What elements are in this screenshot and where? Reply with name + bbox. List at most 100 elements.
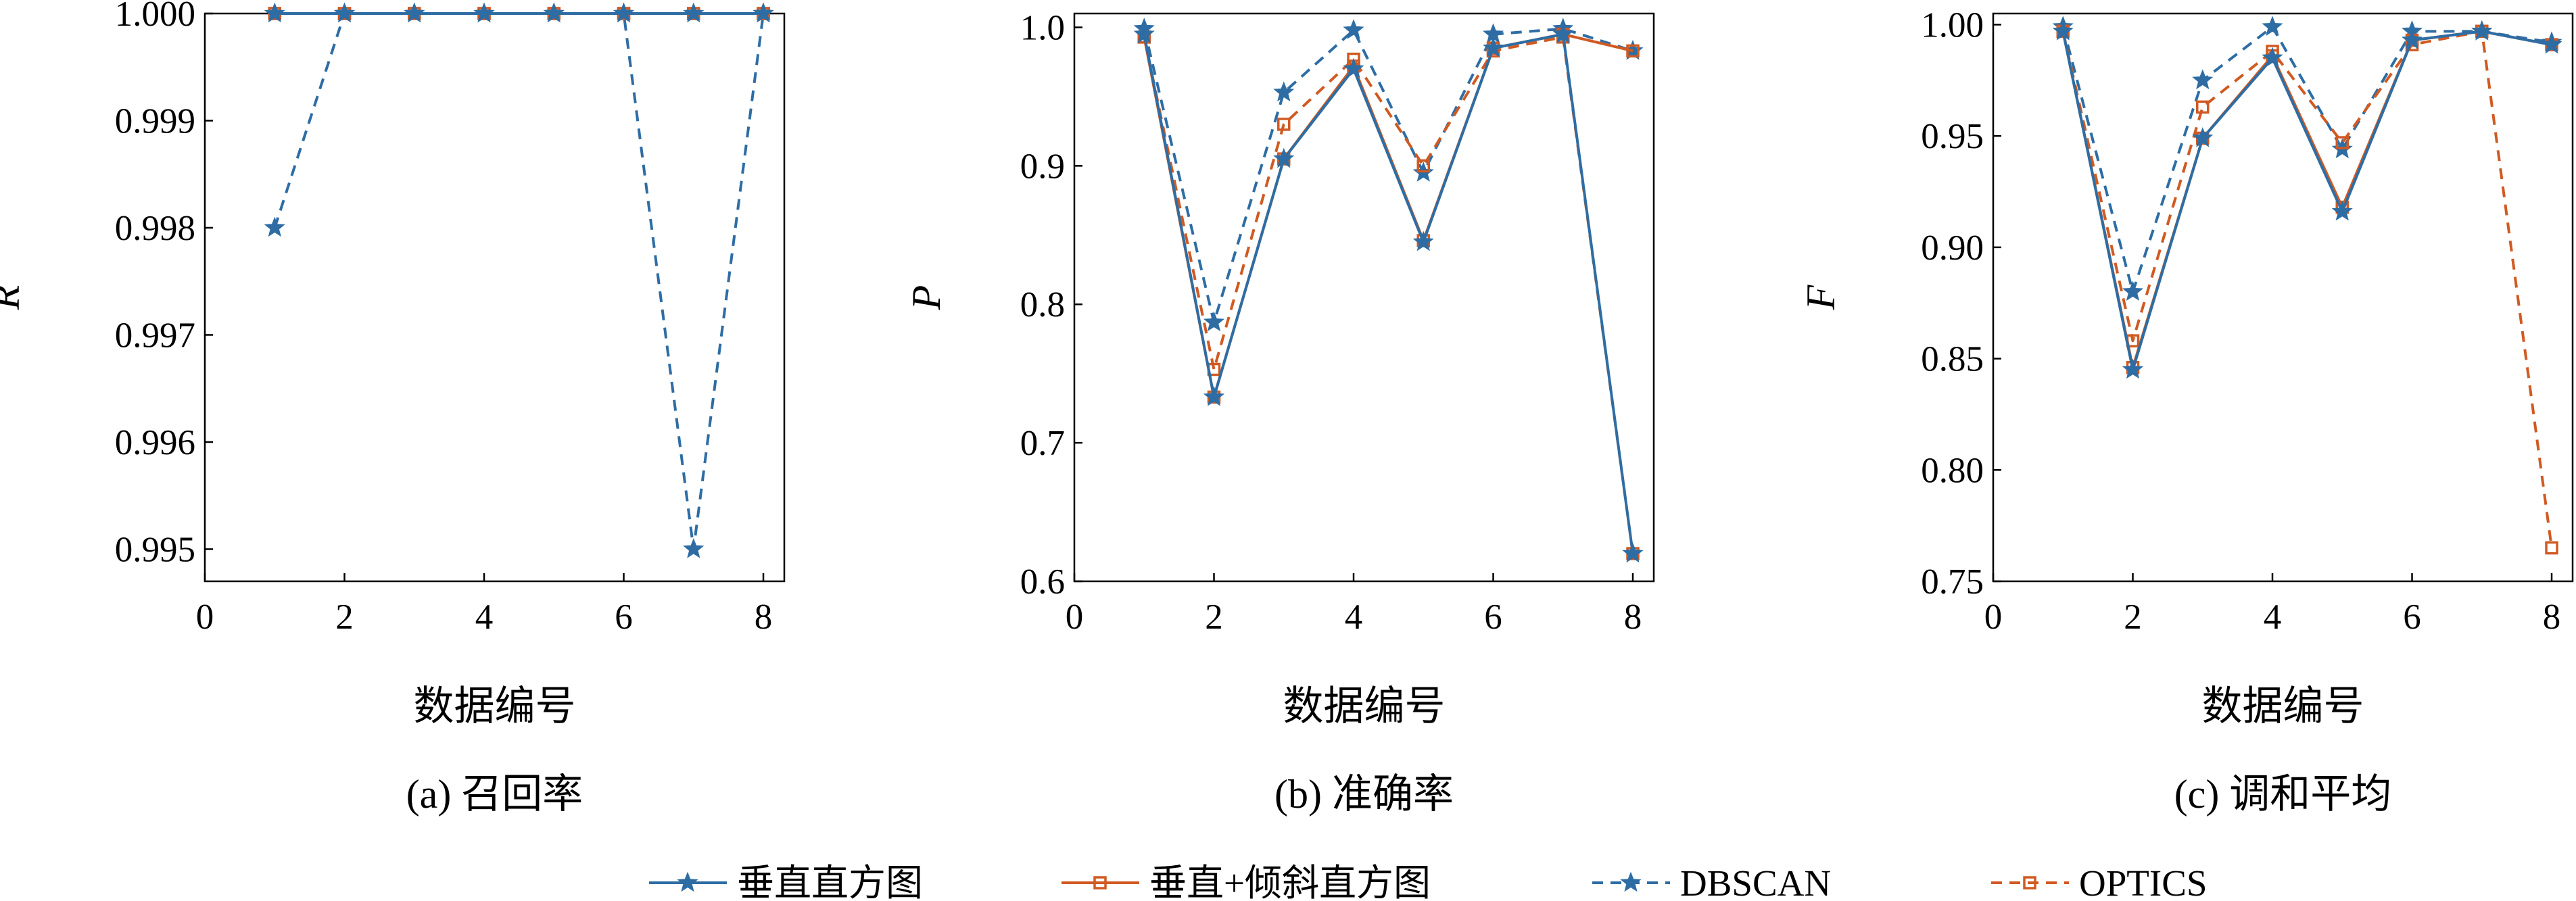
- x-tick-label: 8: [2543, 598, 2561, 637]
- data-point: [1203, 311, 1225, 332]
- series-line: [1143, 32, 1633, 399]
- legend-marker: [2023, 876, 2036, 890]
- data-point: [1203, 386, 1225, 406]
- series-line: [1143, 35, 1634, 554]
- series-4: [1137, 30, 1640, 560]
- data-point: [2052, 20, 2074, 41]
- chart-panel-1: 0.995 0.996 0.997 0.998 0.999 1.000 0 2 4 6 8 数据编号 R…: [0, 0, 786, 817]
- legend-marker: [1620, 871, 1642, 892]
- data-point: [613, 2, 635, 23]
- y-axis-label: F: [1798, 284, 1843, 310]
- data-point: [404, 2, 425, 23]
- plot-frame: [204, 12, 786, 583]
- x-tick-label: 8: [1624, 598, 1642, 637]
- legend-item-3: DBSCAN: [1592, 862, 1831, 901]
- x-tick-label: 6: [1484, 598, 1502, 637]
- data-point: [1273, 81, 1295, 102]
- series-2: [1137, 27, 1640, 404]
- x-tick-label: 2: [335, 598, 354, 637]
- legend-label: 垂直+倾斜直方图: [1149, 862, 1431, 901]
- x-tick-label: 0: [196, 598, 214, 637]
- data-point: [2122, 358, 2144, 379]
- data-point: [2192, 69, 2214, 90]
- series-line: [1143, 27, 1633, 324]
- y-tick-label: 1.00: [1921, 5, 1984, 45]
- series-1: [264, 2, 774, 23]
- data-point: [1626, 44, 1640, 58]
- data-point: [2331, 200, 2353, 221]
- data-point: [753, 2, 774, 23]
- x-axis-label: 数据编号: [1283, 684, 1446, 729]
- legend: 垂直直方图 垂直+倾斜直方图 DBSCAN OPTICS: [649, 862, 2208, 901]
- data-point: [543, 2, 565, 23]
- data-point: [2401, 29, 2423, 49]
- data-point: [473, 2, 495, 23]
- x-tick-label: 0: [1066, 598, 1084, 637]
- legend-label: OPTICS: [2079, 862, 2208, 901]
- y-tick-label: 0.75: [1921, 562, 1984, 602]
- y-tick-label: 0.7: [1020, 424, 1065, 463]
- panel-caption: (c) 调和平均: [2174, 772, 2392, 817]
- series-line: [273, 12, 765, 551]
- y-tick-label: 0.85: [1921, 340, 1984, 379]
- y-tick-label: 0.999: [115, 101, 195, 141]
- data-point: [1552, 23, 1574, 44]
- y-tick-label: 0.6: [1020, 562, 1065, 602]
- y-tick-label: 0.9: [1020, 147, 1065, 186]
- data-point: [1416, 159, 1431, 173]
- data-point: [1343, 57, 1364, 78]
- data-point: [1622, 542, 1644, 563]
- series-3: [2052, 16, 2562, 301]
- x-tick-label: 2: [2124, 598, 2142, 637]
- y-tick-label: 0.95: [1921, 117, 1984, 156]
- data-point: [1277, 118, 1291, 131]
- legend-label: DBSCAN: [1680, 862, 1831, 901]
- x-tick-label: 6: [615, 598, 633, 637]
- series-line: [2061, 30, 2552, 369]
- x-tick-label: 6: [2403, 598, 2421, 637]
- panel-caption: (a) 召回率: [406, 772, 583, 817]
- data-point: [264, 216, 285, 237]
- y-axis-label: P: [904, 285, 949, 311]
- y-axis-label: R: [0, 285, 28, 311]
- legend-label: 垂直直方图: [737, 862, 923, 901]
- data-point: [1343, 19, 1364, 39]
- data-point: [2335, 136, 2350, 149]
- data-point: [2196, 100, 2210, 114]
- x-axis-label: 数据编号: [2202, 684, 2364, 729]
- y-tick-label: 1.000: [115, 0, 195, 34]
- y-tick-label: 0.80: [1921, 451, 1984, 490]
- series-line: [1143, 32, 1634, 554]
- panel-caption: (b) 准确率: [1274, 772, 1454, 817]
- legend-item-4: OPTICS: [1991, 862, 2208, 901]
- x-tick-label: 4: [1345, 598, 1363, 637]
- series-1: [2052, 20, 2562, 379]
- data-point: [2262, 47, 2283, 68]
- series-2: [2056, 24, 2558, 374]
- legend-marker: [1093, 876, 1107, 890]
- x-tick-label: 2: [1205, 598, 1223, 637]
- legend-item-2: 垂直+倾斜直方图: [1062, 862, 1431, 901]
- series-3: [264, 2, 774, 558]
- data-point: [333, 2, 356, 23]
- chart-panel-2: 0.6 0.7 0.8 0.9 1.0 0 2 4 6 8 数据编号 P (b) 准确率: [904, 8, 1655, 817]
- y-tick-label: 0.996: [115, 423, 195, 462]
- x-tick-label: 8: [755, 598, 773, 637]
- data-point: [2471, 20, 2493, 41]
- series-1: [1133, 23, 1644, 563]
- x-axis-label: 数据编号: [414, 684, 576, 729]
- x-tick-label: 4: [475, 598, 494, 637]
- y-tick-label: 0.90: [1921, 228, 1984, 268]
- legend-marker: [677, 871, 698, 892]
- plot-frame: [1992, 12, 2574, 583]
- data-point: [2192, 127, 2214, 147]
- data-point: [2545, 541, 2558, 555]
- data-point: [1482, 36, 1504, 57]
- data-point: [683, 2, 705, 23]
- x-tick-label: 0: [1984, 598, 2003, 637]
- data-point: [2541, 33, 2562, 54]
- data-point: [1273, 147, 1295, 168]
- legend-item-1: 垂直直方图: [649, 862, 923, 901]
- series-line: [2061, 25, 2552, 293]
